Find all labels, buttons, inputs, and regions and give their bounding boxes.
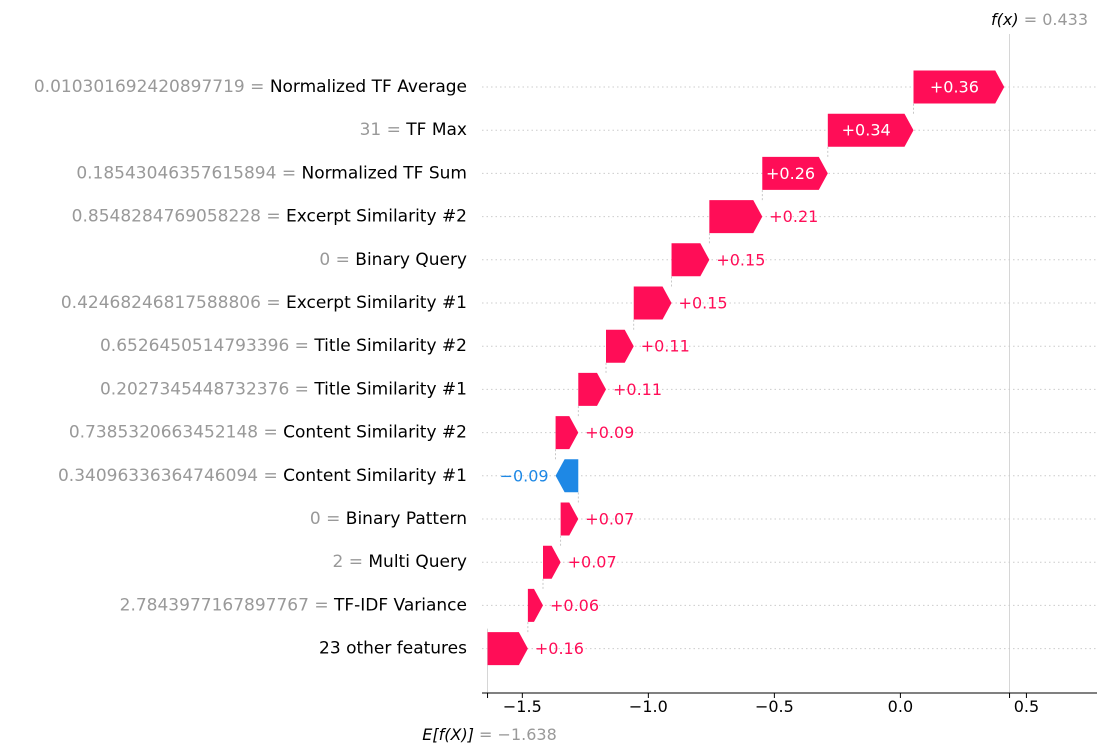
reference-lines	[487, 34, 1010, 693]
feature-value: 0.18543046357615894 =	[76, 163, 301, 183]
feature-value: 0.34096336364746094 =	[58, 466, 283, 486]
bar-value-label: +0.15	[679, 294, 728, 313]
feature-label: 0.6526450514793396 = Title Similarity #2	[100, 336, 467, 356]
feature-value: 0.42468246817588806 =	[61, 293, 286, 313]
feature-name: Excerpt Similarity #1	[286, 293, 467, 313]
feature-name: Content Similarity #2	[283, 423, 467, 443]
feature-name: Content Similarity #1	[283, 466, 467, 486]
feature-name: Multi Query	[368, 552, 467, 572]
bar-labels: +0.36 +0.34 +0.26 +0.21 +0.15 +0.15 +0.11 +0.11…	[500, 78, 979, 659]
feature-label: 0.42468246817588806 = Excerpt Similarity…	[61, 293, 467, 313]
bar-positive	[555, 416, 579, 450]
feature-value: 2 =	[333, 552, 369, 572]
bar-positive	[542, 545, 561, 579]
feature-value: 0.2027345448732376 =	[100, 379, 314, 399]
base-value-annotation: E[f(X)] = −1.638	[422, 725, 556, 744]
feature-value: 2.7843977167897767 =	[120, 595, 334, 615]
feature-label: 2 = Multi Query	[333, 552, 468, 572]
feature-label: 2.7843977167897767 = TF-IDF Variance	[120, 595, 467, 615]
bar-positive	[671, 243, 710, 277]
bar-value-label: +0.21	[769, 207, 818, 226]
x-tick-label: 0.0	[888, 697, 913, 716]
bar-value-label: −0.09	[500, 466, 549, 485]
feature-label: 0.7385320663452148 = Content Similarity …	[69, 423, 467, 443]
feature-label: 0.010301692420897719 = Normalized TF Ave…	[34, 77, 467, 97]
bar-positive	[633, 286, 672, 320]
feature-labels: 0.010301692420897719 = Normalized TF Ave…	[34, 77, 467, 659]
bar-value-label: +0.15	[716, 250, 765, 269]
feature-value: 0 =	[310, 509, 346, 529]
x-axis: −1.5 −1.0 −0.5 0.0 0.5	[482, 692, 1097, 716]
bar-positive	[578, 372, 607, 406]
bar-positive	[560, 502, 579, 536]
output-value-annotation-math: f(x)	[991, 10, 1019, 29]
feature-name: Excerpt Similarity #2	[286, 207, 467, 227]
base-value-annotation-value: = −1.638	[474, 725, 557, 744]
feature-name: TF-IDF Variance	[333, 595, 467, 615]
bar-value-label: +0.36	[930, 78, 979, 97]
bar-value-label: +0.09	[585, 423, 634, 442]
feature-value: 31 =	[360, 120, 407, 140]
bar-positive	[762, 156, 828, 190]
feature-name: Binary Query	[355, 250, 467, 270]
bar-positive	[527, 588, 543, 622]
feature-value: 0.6526450514793396 =	[100, 336, 314, 356]
feature-name: Title Similarity #2	[313, 336, 467, 356]
output-value-annotation: f(x) = 0.433	[991, 10, 1088, 29]
bar-negative	[555, 459, 579, 493]
feature-name: 23 other features	[319, 639, 467, 659]
bar-value-label: +0.11	[641, 337, 690, 356]
bar-positive	[487, 632, 528, 666]
feature-label: 23 other features	[319, 639, 467, 659]
bar-value-label: +0.06	[550, 596, 599, 615]
bar-value-label: +0.34	[842, 121, 891, 140]
feature-name: Normalized TF Sum	[301, 163, 467, 183]
bar-value-label: +0.16	[535, 639, 584, 658]
feature-label: 0 = Binary Query	[319, 250, 467, 270]
feature-name: Normalized TF Average	[270, 77, 467, 97]
feature-value: 0.7385320663452148 =	[69, 423, 283, 443]
feature-name: TF Max	[405, 120, 467, 140]
feature-label: 0.18543046357615894 = Normalized TF Sum	[76, 163, 467, 183]
base-value-annotation-math: E[f(X)]	[422, 725, 474, 744]
feature-name: Binary Pattern	[346, 509, 467, 529]
feature-name: Title Similarity #1	[313, 379, 467, 399]
feature-value: 0 =	[319, 250, 355, 270]
x-tick-label: −1.0	[629, 697, 668, 716]
feature-label: 0.2027345448732376 = Title Similarity #1	[100, 379, 467, 399]
bar-positive	[606, 329, 634, 363]
feature-label: 0.8548284769058228 = Excerpt Similarity …	[72, 207, 467, 227]
x-tick-label: −0.5	[755, 697, 794, 716]
bar-value-label: +0.26	[766, 164, 815, 183]
value-annotations: E[f(X)] = −1.638 f(x) = 0.433	[422, 10, 1088, 744]
bar-positive	[827, 113, 914, 147]
output-value-annotation-value: = 0.433	[1019, 10, 1088, 29]
x-tick-label: 0.5	[1014, 697, 1039, 716]
bar-positive	[709, 200, 763, 234]
feature-label: 0 = Binary Pattern	[310, 509, 467, 529]
feature-value: 0.010301692420897719 =	[34, 77, 270, 97]
feature-value: 0.8548284769058228 =	[72, 207, 286, 227]
bar-value-label: +0.11	[613, 380, 662, 399]
bar-value-label: +0.07	[585, 510, 634, 529]
x-tick-label: −1.5	[503, 697, 542, 716]
bar-positive	[913, 70, 1005, 104]
feature-label: 31 = TF Max	[360, 120, 467, 140]
bar-value-label: +0.07	[568, 553, 617, 572]
contribution-bars	[487, 70, 1005, 666]
feature-label: 0.34096336364746094 = Content Similarity…	[58, 466, 467, 486]
